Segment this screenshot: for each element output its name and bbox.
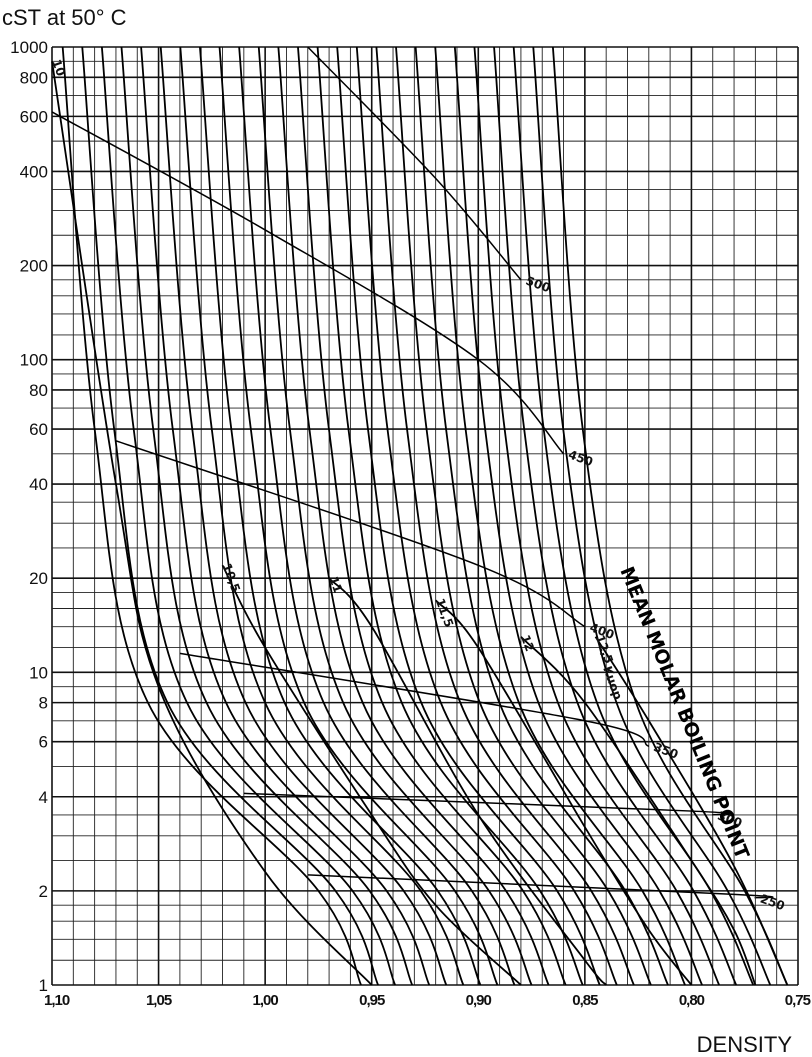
y-tick-label: 800 [20,68,48,87]
kuop-label: 10 [49,58,68,78]
kuop-family-curve [512,46,755,986]
y-tick-label: 200 [20,257,48,276]
kuop-family-curve [473,46,720,986]
kuop-family-curve [395,46,652,986]
boiling-point-line [115,440,586,628]
y-tick-label: 1 [39,976,48,995]
kuop-family-curve [81,46,379,986]
x-axis-label: DENSITY [697,1032,793,1057]
kuop-family-curve [434,46,686,986]
boiling-point-line [243,792,733,816]
x-tick-label: 0,95 [359,992,385,1009]
kuop-family-curve [493,46,738,986]
y-tick-label: 10 [29,663,48,682]
kuop-family-curve [179,46,465,986]
x-axis-ticks: 1,10 1,05 1,00 0,95 0,90 0,85 0,80 0,75 [44,992,812,1009]
kuop-family-curve [453,46,703,986]
y-axis-label: cST at 50° C [2,5,127,30]
kuop-curves [51,46,789,986]
y-tick-label: 100 [20,351,48,370]
y-tick-label: 400 [20,162,48,181]
x-tick-label: 1,10 [44,992,70,1009]
kuop-family-curve [414,46,669,986]
boiling-point-lines [51,46,774,899]
kuop-series-line [594,636,789,986]
y-tick-label: 20 [29,569,48,588]
kuop-family-curve [100,46,396,986]
kuop-label: 11 [326,574,345,594]
y-tick-label: 4 [39,788,48,807]
kuop-series-line [520,636,757,986]
y-tick-label: 2 [39,882,48,901]
kuop-family-curve [257,46,533,986]
kuop-series-line [221,564,522,986]
kuop-family-curve [336,46,601,986]
x-tick-label: 0,85 [572,992,598,1009]
kuop-family-curve [120,46,414,986]
kuop-family-curve [140,46,431,986]
y-tick-label: 8 [39,694,48,713]
y-tick-label: 1000 [10,38,48,57]
kuop-series-line [434,599,693,986]
y-tick-label: 80 [29,381,48,400]
y-axis-ticks: 1 2 4 6 8 10 20 40 60 80 100 200 400 600 800 1000 [10,38,48,995]
kuop-family-curve [61,46,362,986]
x-tick-label: 1,05 [146,992,172,1009]
x-tick-label: 1,00 [253,992,279,1009]
boiling-point-line [51,111,565,455]
x-tick-label: 0,80 [679,992,705,1009]
boiling-point-line [179,652,650,747]
kuop-family-curve [375,46,635,986]
boiling-point-label: 350 [652,740,680,762]
y-tick-label: 40 [29,475,48,494]
kuop-family-curve [355,46,618,986]
kuop-label: 12 [518,633,537,653]
boiling-point-label: 250 [758,892,786,914]
x-tick-label: 0,90 [466,992,492,1009]
kuop-family-curve [277,46,550,986]
kuop-series-line [51,61,373,986]
kuop-series-line [328,577,607,986]
kuop-group-label: Kuop [600,664,625,702]
kuop-family-curve [551,46,789,986]
y-tick-label: 600 [20,107,48,126]
kuop-family-curve [218,46,499,986]
kuop-family-curve [159,46,448,986]
kuop-family-curve [238,46,516,986]
boiling-point-label: 500 [524,274,552,296]
kuop-family-curve [297,46,567,986]
y-tick-label: 6 [39,733,48,752]
boiling-point-line [307,874,774,899]
y-tick-label: 60 [29,420,48,439]
x-tick-label: 0,75 [785,992,811,1009]
boiling-point-line [307,46,522,281]
boiling-point-label: 450 [567,447,595,469]
